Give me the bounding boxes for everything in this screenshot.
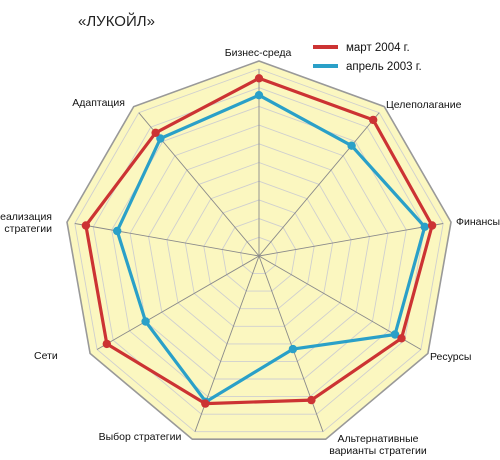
data-point xyxy=(307,395,316,405)
data-point xyxy=(397,334,406,343)
grid-ring xyxy=(221,218,297,292)
axis-label: Бизнес-среда xyxy=(225,47,292,59)
axis-label: Альтернативные варианты стратегии xyxy=(329,433,427,457)
axis-labels: Бизнес-среда Целеполагание Финансы Ресурсы А… xyxy=(0,47,500,457)
data-point xyxy=(254,74,264,83)
chart-title: «ЛУКОЙЛ» xyxy=(78,12,155,30)
series-line xyxy=(84,76,434,406)
series-layer xyxy=(81,74,437,408)
grid-ring xyxy=(184,180,334,327)
data-point xyxy=(156,134,165,143)
data-point xyxy=(254,91,264,100)
data-point xyxy=(102,339,112,349)
legend: март 2004 г. апрель 2003 г. xyxy=(313,42,422,73)
grid-ring xyxy=(129,124,389,380)
grid-ring xyxy=(74,68,444,433)
axis-spoke xyxy=(74,223,260,257)
data-point xyxy=(369,115,378,125)
axis-spoke xyxy=(258,223,444,257)
axis-label: Адаптация xyxy=(72,97,125,109)
grid-ring xyxy=(166,162,352,345)
grid-ring xyxy=(240,236,278,275)
legend-label: март 2004 г. xyxy=(346,42,410,54)
axis-spoke xyxy=(258,112,380,257)
axis-label: Выбор стратегии xyxy=(99,431,182,443)
series-group xyxy=(113,91,429,406)
data-point xyxy=(427,221,437,230)
axis-label: Целеполагание xyxy=(386,99,462,111)
axis-label: Сети xyxy=(34,350,58,362)
legend-label: апрель 2003 г. xyxy=(346,61,422,73)
axis-label: Ресурсы xyxy=(430,351,471,363)
axis-label: Финансы xyxy=(456,216,500,228)
data-point xyxy=(141,317,150,326)
data-point xyxy=(81,221,91,230)
axis-label: Реализациястратегии xyxy=(0,211,52,235)
data-point xyxy=(151,128,160,137)
grid-ring xyxy=(203,199,315,310)
grid-ring xyxy=(148,143,370,362)
data-point xyxy=(288,344,298,354)
data-point xyxy=(113,226,122,236)
data-point xyxy=(347,141,356,150)
series-line xyxy=(115,93,427,404)
data-point xyxy=(390,330,400,339)
axis-spoke xyxy=(96,255,260,350)
series-group xyxy=(81,74,437,408)
data-point xyxy=(201,399,210,408)
data-point xyxy=(420,222,429,231)
